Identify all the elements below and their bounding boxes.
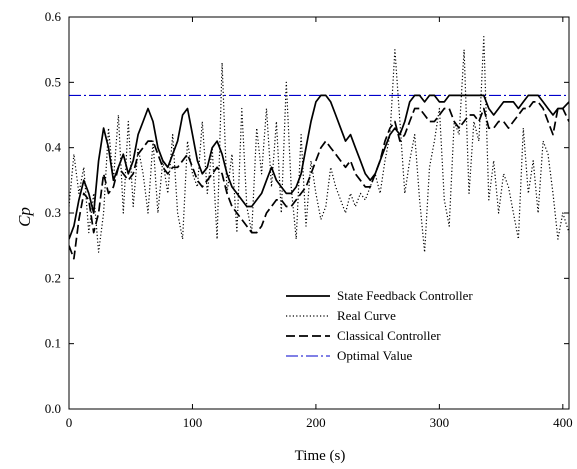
series-line-classical-controller [69,101,569,260]
y-tick-label: 0.3 [45,205,61,220]
series-line-state-feedback-controller [69,94,569,240]
axis-ticks: 0 100 200 300 400 0.0 0.1 0.2 0.3 0.4 0.5 0.6 [45,9,573,430]
y-tick-label: 0.0 [45,401,61,416]
y-tick-label: 0.4 [45,140,62,155]
x-tick-label: 200 [306,415,326,430]
plot-frame [68,16,570,410]
legend-label: State Feedback Controller [337,288,473,303]
legend-label: Real Curve [337,308,396,323]
y-tick-label: 0.1 [45,336,61,351]
x-tick-label: 400 [553,415,573,430]
y-tick-label: 0.2 [45,270,61,285]
x-tick-label: 0 [66,415,73,430]
y-tick-label: 0.5 [45,74,61,89]
x-axis-label: Time (s) [295,448,346,464]
series-line-real-curve [69,35,569,253]
legend-label: Optimal Value [337,348,412,363]
y-tick-label: 0.6 [45,9,62,24]
legend-label: Classical Controller [337,328,441,343]
x-tick-label: 100 [183,415,203,430]
legend: State Feedback Controller Real Curve Class… [286,288,473,363]
y-axis-label: Cp [15,207,34,227]
x-tick-label: 300 [430,415,450,430]
series-layer [69,35,569,260]
